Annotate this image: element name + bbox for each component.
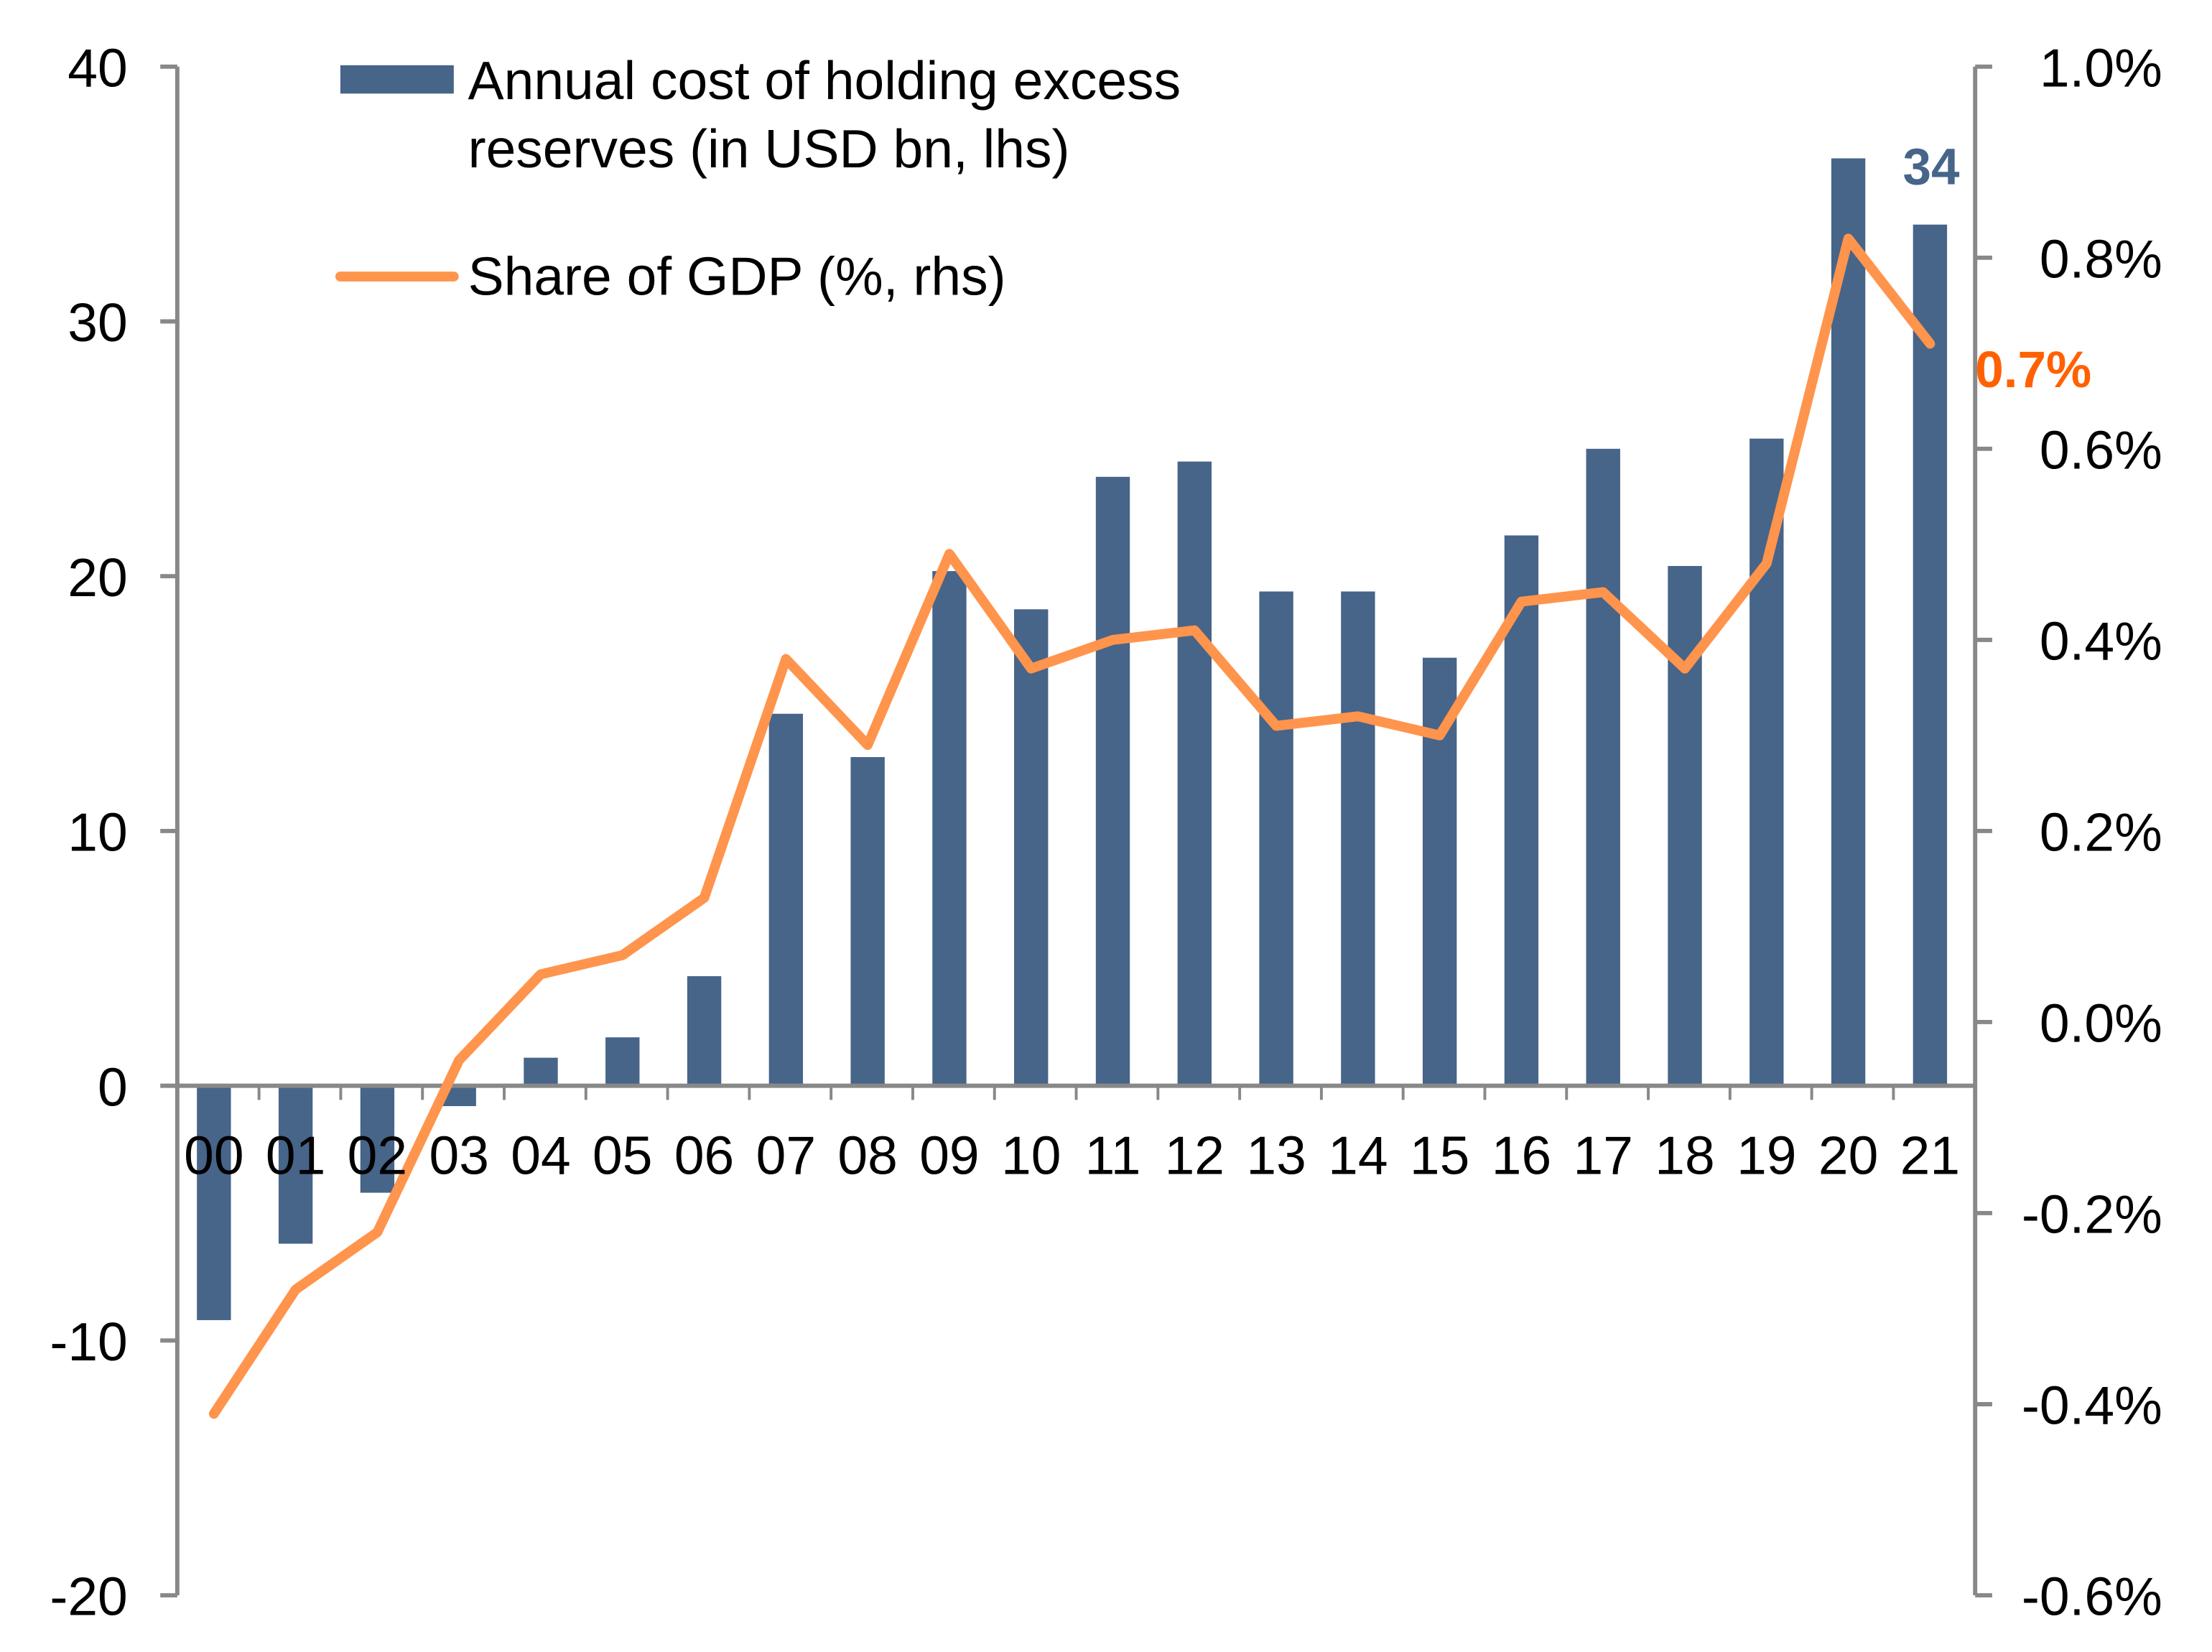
bar-08 bbox=[850, 757, 885, 1086]
x-tick-label: 14 bbox=[1328, 1126, 1388, 1186]
right-tick-label: -0.2% bbox=[2022, 1184, 2162, 1245]
right-tick-label: -0.6% bbox=[2022, 1567, 2162, 1627]
x-tick-label: 18 bbox=[1655, 1126, 1714, 1186]
legend-bar-label-2: reserves (in USD bn, lhs) bbox=[468, 119, 1070, 179]
bar-12 bbox=[1177, 461, 1212, 1086]
right-tick-label: -0.4% bbox=[2022, 1375, 2162, 1436]
left-tick-label: 30 bbox=[68, 292, 127, 353]
left-tick-label: 40 bbox=[68, 37, 127, 98]
left-tick-label: -20 bbox=[50, 1567, 127, 1627]
bar-02 bbox=[360, 1085, 395, 1193]
x-tick-label: 11 bbox=[1085, 1126, 1141, 1186]
x-tick-label: 06 bbox=[674, 1126, 734, 1186]
right-tick-label: 0.6% bbox=[2040, 419, 2162, 480]
bar-17 bbox=[1586, 448, 1620, 1086]
x-tick-label: 10 bbox=[1001, 1126, 1061, 1186]
bar-20 bbox=[1831, 158, 1866, 1086]
bar-07 bbox=[768, 713, 804, 1086]
line-last-label: 0.7% bbox=[1975, 342, 2091, 399]
x-tick-label: 04 bbox=[511, 1126, 570, 1186]
bar-01 bbox=[278, 1085, 313, 1244]
bar-11 bbox=[1095, 476, 1130, 1086]
axes bbox=[160, 64, 1992, 1597]
bar-04 bbox=[524, 1057, 558, 1086]
legend: Annual cost of holding excess reserves (… bbox=[335, 50, 1181, 307]
bar-13 bbox=[1259, 591, 1293, 1086]
x-tick-label: 20 bbox=[1818, 1126, 1878, 1186]
left-tick-label: -10 bbox=[50, 1312, 127, 1372]
x-tick-label: 19 bbox=[1737, 1126, 1796, 1186]
right-tick-label: 0.8% bbox=[2040, 228, 2162, 289]
right-tick-label: 1.0% bbox=[2040, 37, 2162, 98]
share-of-gdp-line bbox=[208, 233, 1936, 1419]
x-tick-label: 21 bbox=[1900, 1126, 1960, 1186]
right-tick-label: 0.4% bbox=[2040, 611, 2162, 672]
x-tick-label: 00 bbox=[184, 1126, 243, 1186]
bar-05 bbox=[605, 1037, 640, 1086]
x-tick-label: 07 bbox=[756, 1126, 816, 1186]
right-tick-label: 0.2% bbox=[2040, 802, 2162, 863]
x-tick-label: 15 bbox=[1410, 1126, 1469, 1186]
x-tick-label: 05 bbox=[592, 1126, 652, 1186]
x-tick-label: 13 bbox=[1246, 1126, 1306, 1186]
bar-06 bbox=[687, 976, 722, 1086]
x-tick-label: 17 bbox=[1574, 1126, 1633, 1186]
x-tick-label: 03 bbox=[429, 1126, 488, 1186]
right-tick-label: 0.0% bbox=[2040, 993, 2162, 1054]
x-tick-label: 02 bbox=[348, 1126, 407, 1186]
x-tick-label: 08 bbox=[837, 1126, 897, 1186]
bar-00 bbox=[197, 1085, 231, 1320]
x-tick-label: 09 bbox=[919, 1126, 979, 1186]
left-tick-label: 10 bbox=[68, 802, 127, 863]
bar-last-label: 34 bbox=[1903, 139, 1961, 196]
bars bbox=[197, 158, 1948, 1414]
legend-line-label: Share of GDP (%, rhs) bbox=[468, 246, 1006, 307]
left-tick-label: 0 bbox=[98, 1057, 128, 1117]
bar-18 bbox=[1668, 566, 1702, 1086]
left-tick-label: 20 bbox=[68, 547, 127, 608]
bar-21 bbox=[1913, 224, 1948, 1086]
tick-labels: -20-10010203040-0.6%-0.4%-0.2%0.0%0.2%0.… bbox=[50, 37, 2162, 1626]
bar-09 bbox=[932, 571, 967, 1086]
x-tick-label: 12 bbox=[1165, 1126, 1224, 1186]
bar-10 bbox=[1014, 609, 1049, 1086]
bar-14 bbox=[1341, 591, 1375, 1086]
legend-bar-swatch bbox=[340, 65, 454, 94]
x-tick-label: 16 bbox=[1492, 1126, 1551, 1186]
x-tick-label: 01 bbox=[266, 1126, 325, 1186]
legend-bar-label-1: Annual cost of holding excess bbox=[468, 50, 1181, 111]
